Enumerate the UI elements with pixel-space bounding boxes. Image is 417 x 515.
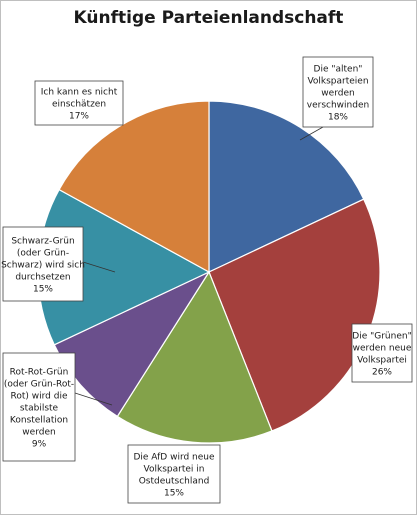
data-label-percent: 26% xyxy=(372,368,392,378)
data-label-percent: 17% xyxy=(69,112,89,122)
data-label-1: Die "alten" Volksparteien werden verschwind… xyxy=(302,56,374,128)
data-label-line: Konstellation xyxy=(10,416,68,426)
data-label-line: Volkspartei in xyxy=(144,465,205,475)
data-label-line: durchsetzen xyxy=(15,273,70,283)
data-label-line: verschwinden xyxy=(307,101,369,111)
data-label-text: Schwarz-Grün (oder Grün- Schwarz) wird sic… xyxy=(1,237,85,295)
data-label-line: Volksparteien xyxy=(307,77,368,87)
data-label-percent: 15% xyxy=(33,285,53,295)
pie-slice-4 xyxy=(53,270,211,418)
chart-title: Künftige Parteienlandschaft xyxy=(73,8,344,28)
data-label-3: Die AfD wird neue Volkspartei in Ostdeutsc… xyxy=(127,444,221,504)
data-label-4: Rot-Rot-Grün (oder Grün-Rot- Rot) wird die… xyxy=(2,352,76,462)
data-label-percent: 18% xyxy=(328,113,348,123)
data-label-line: werden xyxy=(22,428,55,438)
data-label-line: Ostdeutschland xyxy=(139,477,210,487)
data-label-line: stabilste xyxy=(20,404,59,414)
data-label-text: Die AfD wird neue Volkspartei in Ostdeutsc… xyxy=(133,453,215,499)
data-label-line: (oder Grün- xyxy=(17,249,69,259)
data-label-line: Ich kann es nicht xyxy=(41,88,118,98)
data-label-line: Schwarz-Grün xyxy=(11,237,74,247)
data-label-box xyxy=(2,352,76,462)
data-label-line: Volkspartei xyxy=(357,356,407,366)
pie-slices xyxy=(37,100,381,444)
leader-line-4 xyxy=(74,392,113,406)
data-label-line: (oder Grün-Rot- xyxy=(4,380,74,390)
data-label-5: Schwarz-Grün (oder Grün- Schwarz) wird sic… xyxy=(1,226,85,302)
data-label-line: Die "Grünen" xyxy=(352,332,411,342)
data-label-line: Rot-Rot-Grün xyxy=(10,368,69,378)
data-label-box xyxy=(302,56,374,128)
leader-line-5 xyxy=(82,261,116,273)
data-label-line: Die "alten" xyxy=(314,65,363,75)
data-label-line: Rot) wird die xyxy=(11,392,68,402)
data-label-2: Die "Grünen" werden neue Volkspartei 26% xyxy=(351,323,413,383)
data-label-box xyxy=(351,323,413,383)
data-label-box xyxy=(127,444,221,504)
data-label-line: Schwarz) wird sich xyxy=(1,261,85,271)
data-label-text: Rot-Rot-Grün (oder Grün-Rot- Rot) wird die… xyxy=(4,368,74,450)
data-label-text: Die "alten" Volksparteien werden verschwind… xyxy=(307,65,369,123)
data-label-text: Ich kann es nicht einschätzen 17% xyxy=(41,88,118,122)
data-label-text: Die "Grünen" werden neue Volkspartei 26% xyxy=(352,332,412,378)
data-label-line: werden neue xyxy=(353,344,412,354)
pie-slice-1 xyxy=(208,100,365,273)
data-label-box xyxy=(34,80,124,126)
data-label-line: einschätzen xyxy=(52,100,106,110)
leader-line-1 xyxy=(299,126,324,141)
data-label-percent: 15% xyxy=(164,489,184,499)
data-label-percent: 9% xyxy=(32,440,47,450)
data-label-box xyxy=(2,226,84,302)
data-label-line: Die AfD wird neue xyxy=(133,453,215,463)
data-label-line: werden xyxy=(321,89,354,99)
data-label-6: Ich kann es nicht einschätzen 17% xyxy=(34,80,124,126)
pie-slice-3 xyxy=(116,270,273,444)
